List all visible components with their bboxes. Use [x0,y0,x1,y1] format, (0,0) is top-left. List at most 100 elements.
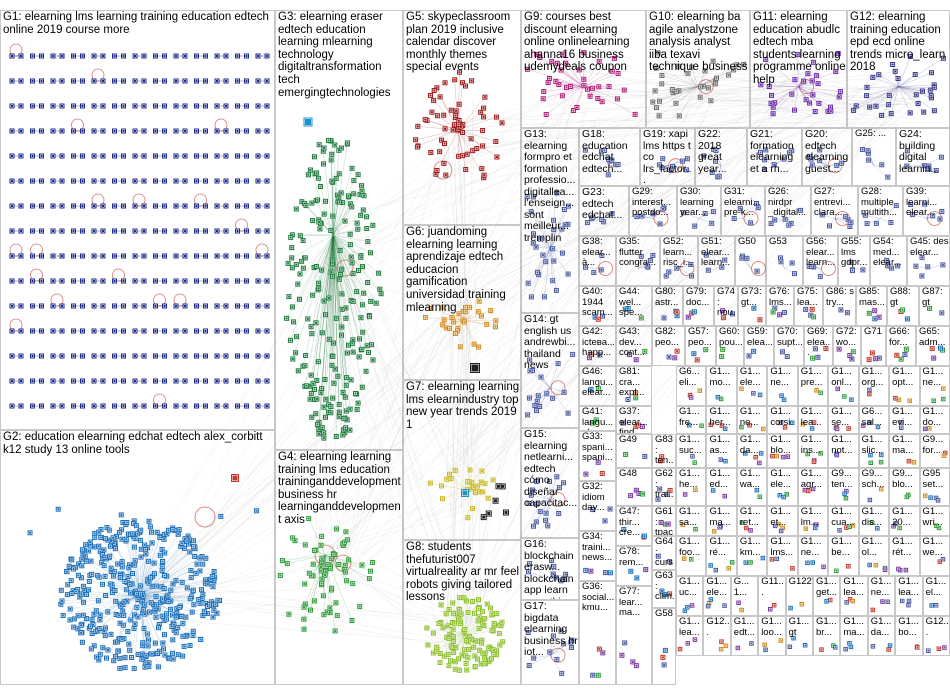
node-fill [216,305,218,307]
node-fill [338,403,341,406]
node-fill [447,653,450,656]
node-fill [140,658,143,661]
node-fill [140,556,142,559]
node-fill [114,589,116,592]
node-fill [461,154,464,157]
node-fill [320,582,323,585]
node-fill [361,190,364,193]
node-fill [236,180,239,182]
node-fill [310,325,313,328]
node-fill [180,615,183,618]
node-fill [429,94,432,97]
node-fill [40,280,43,282]
node-fill [343,541,346,544]
node-fill [414,138,417,141]
node-fill [330,557,333,560]
node-fill [72,305,75,307]
node-fill [500,624,503,627]
node-fill [101,556,104,559]
node-fill [144,552,147,555]
node-fill [163,538,165,541]
node-fill [145,654,148,657]
node-fill [52,80,54,82]
node-fill [40,205,43,207]
node-fill [443,318,446,321]
node-fill [175,80,177,82]
node-fill [204,330,207,332]
node-fill [99,550,102,553]
node-fill [122,80,125,82]
node-fill [81,155,84,157]
node-fill [127,643,130,646]
node-fill [154,355,157,357]
node-fill [473,343,476,346]
node-fill [190,576,193,579]
node-fill [87,550,90,552]
node-fill [471,149,474,152]
node-fill [808,155,811,158]
node-fill [257,105,259,107]
node-fill [199,638,202,641]
node-fill [476,658,479,661]
node-fill [290,246,293,249]
node-fill [122,180,125,182]
node-fill [809,158,812,161]
node-fill [885,259,888,262]
node-fill [465,669,468,671]
node-fill [309,169,312,171]
node-fill [768,85,771,88]
node-fill [147,644,150,647]
node-fill [72,330,75,332]
node-fill [204,230,207,232]
node-fill [83,589,86,592]
node-fill [424,118,427,121]
node-fill [93,180,95,182]
node-fill [112,659,115,662]
node-fill [97,531,100,533]
node-fill [281,559,284,562]
node-fill [457,123,460,126]
node-fill [192,634,194,637]
node-fill [66,583,69,586]
node-fill [195,80,198,82]
node-fill [61,255,63,257]
node-fill [430,111,433,114]
node-fill [200,588,203,591]
node-fill [764,58,767,61]
node-fill [346,141,349,144]
node-fill [216,599,219,602]
node-fill [310,374,313,377]
node-fill [555,289,558,292]
node-fill [75,590,78,593]
node-fill [72,280,75,282]
node-fill [127,566,130,569]
node-fill [360,348,363,351]
node-fill [245,355,248,357]
node-fill [329,229,332,232]
node-fill [225,80,227,82]
node-fill [61,130,63,132]
node-fill [351,338,354,341]
node-fill [31,405,34,407]
node-fill [104,556,107,559]
node-fill [537,394,540,397]
node-fill [81,230,84,232]
node-fill [530,494,533,497]
node-fill [759,83,762,86]
node-fill [441,497,444,500]
node-fill [810,265,813,268]
node-fill [292,320,295,323]
node-fill [710,222,713,225]
node-fill [699,85,702,88]
node-fill [141,644,144,647]
node-fill [600,268,603,271]
node-fill [320,569,323,572]
node-fill [887,103,890,106]
node-fill [350,256,353,259]
node-fill [31,80,34,82]
node-fill [163,280,166,282]
node-fill [184,330,186,332]
node-fill [361,265,364,268]
node-fill [212,609,215,612]
node-fill [865,94,868,97]
